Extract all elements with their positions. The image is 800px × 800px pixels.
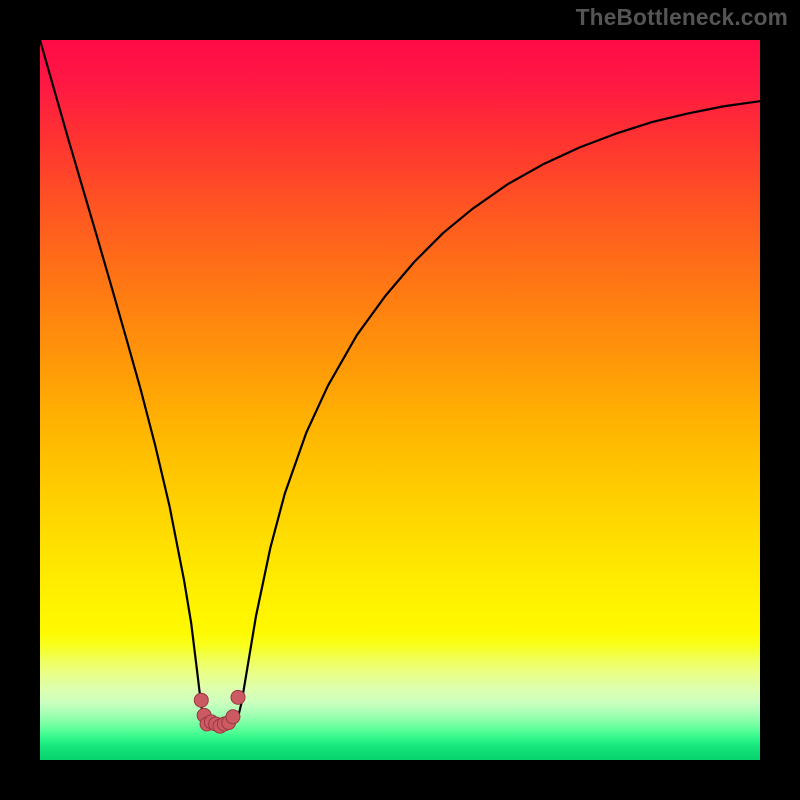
bottleneck-curve bbox=[40, 40, 760, 726]
curve-layer bbox=[40, 40, 760, 760]
tolerance-markers bbox=[194, 690, 245, 733]
tolerance-marker bbox=[194, 693, 208, 707]
tolerance-marker bbox=[226, 710, 240, 724]
chart-root: TheBottleneck.com bbox=[0, 0, 800, 800]
tolerance-marker bbox=[231, 690, 245, 704]
watermark-text: TheBottleneck.com bbox=[576, 4, 788, 31]
plot-area bbox=[40, 40, 760, 760]
